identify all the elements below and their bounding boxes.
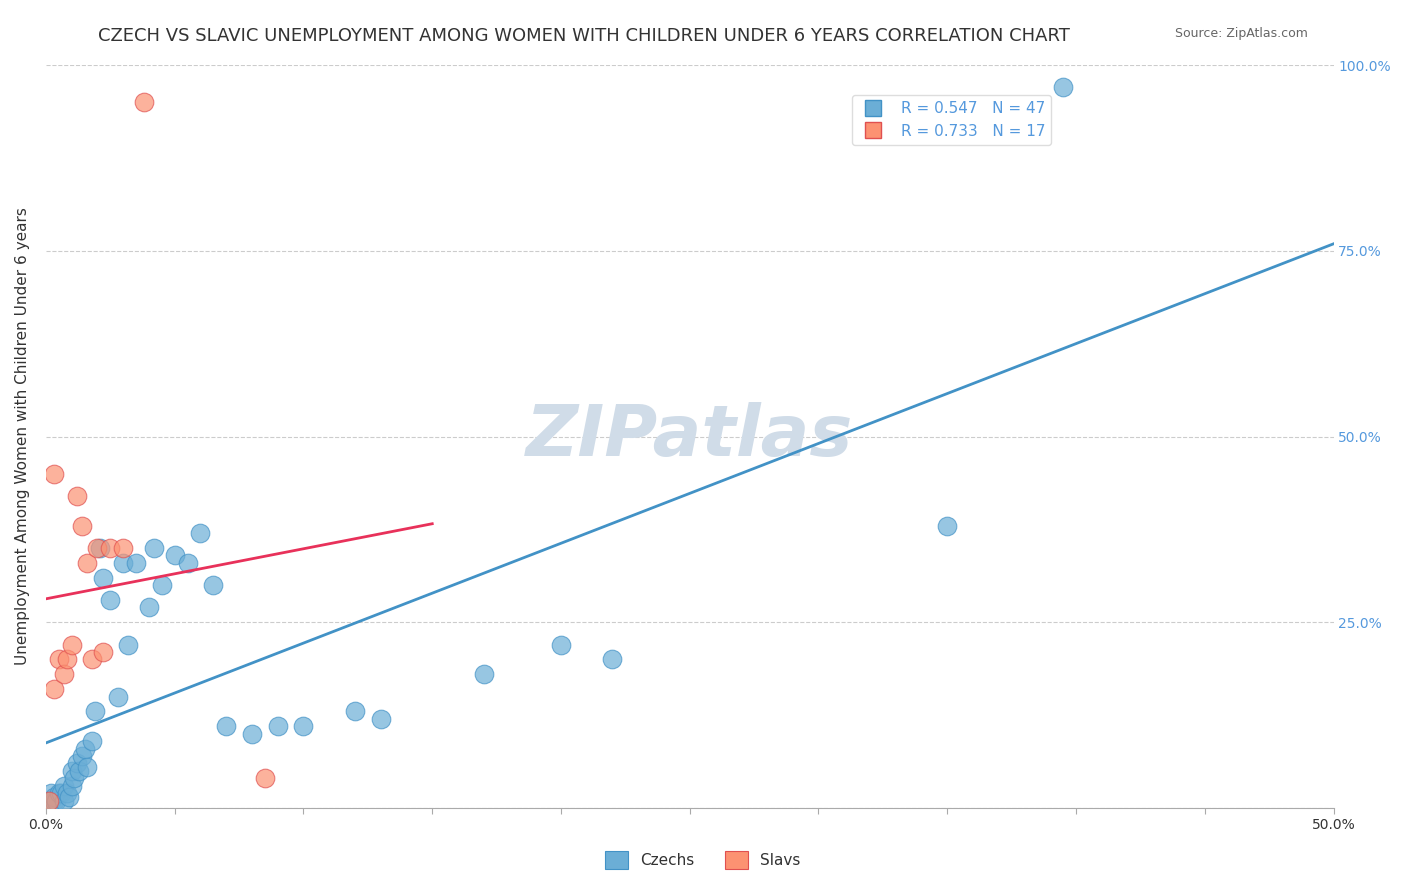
R = 0.733   N = 17 (98, 541, 121, 555)
R = 0.547   N = 47 (107, 690, 129, 704)
R = 0.547   N = 47 (73, 741, 96, 756)
R = 0.547   N = 47 (550, 638, 572, 652)
R = 0.547   N = 47 (163, 549, 186, 563)
R = 0.547   N = 47 (98, 593, 121, 607)
R = 0.547   N = 47 (117, 638, 139, 652)
R = 0.733   N = 17 (60, 638, 83, 652)
R = 0.547   N = 47 (70, 749, 93, 764)
R = 0.547   N = 47 (190, 526, 212, 541)
R = 0.547   N = 47 (240, 727, 263, 741)
R = 0.547   N = 47 (602, 652, 624, 666)
Y-axis label: Unemployment Among Women with Children Under 6 years: Unemployment Among Women with Children U… (15, 208, 30, 665)
Legend: Czechs, Slavs: Czechs, Slavs (599, 845, 807, 875)
R = 0.547   N = 47 (76, 760, 98, 774)
R = 0.547   N = 47 (143, 541, 166, 555)
R = 0.547   N = 47 (292, 719, 315, 733)
R = 0.547   N = 47 (215, 719, 238, 733)
R = 0.547   N = 47 (138, 600, 160, 615)
R = 0.547   N = 47 (60, 764, 83, 778)
R = 0.733   N = 17 (55, 652, 77, 666)
Text: Source: ZipAtlas.com: Source: ZipAtlas.com (1174, 27, 1308, 40)
R = 0.733   N = 17 (91, 645, 114, 659)
R = 0.547   N = 47 (343, 705, 366, 719)
R = 0.733   N = 17 (70, 518, 93, 533)
R = 0.547   N = 47 (48, 786, 70, 800)
R = 0.547   N = 47 (202, 578, 225, 592)
R = 0.547   N = 47 (370, 712, 392, 726)
R = 0.733   N = 17 (48, 652, 70, 666)
R = 0.547   N = 47 (38, 793, 60, 807)
Text: CZECH VS SLAVIC UNEMPLOYMENT AMONG WOMEN WITH CHILDREN UNDER 6 YEARS CORRELATION: CZECH VS SLAVIC UNEMPLOYMENT AMONG WOMEN… (98, 27, 1070, 45)
R = 0.733   N = 17 (38, 793, 60, 807)
R = 0.547   N = 47 (39, 793, 62, 807)
R = 0.733   N = 17 (66, 489, 89, 503)
R = 0.733   N = 17 (53, 667, 76, 681)
R = 0.733   N = 17 (253, 771, 276, 785)
R = 0.733   N = 17 (82, 652, 104, 666)
R = 0.733   N = 17 (42, 467, 65, 481)
R = 0.547   N = 47 (176, 556, 198, 570)
R = 0.547   N = 47 (42, 793, 65, 807)
R = 0.547   N = 47 (1052, 80, 1074, 95)
R = 0.733   N = 17 (76, 556, 98, 570)
R = 0.733   N = 17 (132, 95, 155, 110)
R = 0.733   N = 17 (112, 541, 135, 555)
R = 0.547   N = 47 (89, 541, 111, 555)
R = 0.547   N = 47 (58, 789, 80, 804)
R = 0.547   N = 47 (63, 771, 86, 785)
R = 0.547   N = 47 (267, 719, 290, 733)
R = 0.547   N = 47 (55, 786, 77, 800)
R = 0.547   N = 47 (39, 786, 62, 800)
Text: ZIPatlas: ZIPatlas (526, 402, 853, 471)
R = 0.547   N = 47 (150, 578, 173, 592)
R = 0.547   N = 47 (936, 518, 959, 533)
R = 0.733   N = 17 (86, 541, 108, 555)
R = 0.547   N = 47 (82, 734, 104, 748)
R = 0.547   N = 47 (53, 779, 76, 793)
R = 0.547   N = 47 (125, 556, 148, 570)
R = 0.733   N = 17 (42, 682, 65, 697)
R = 0.547   N = 47 (91, 571, 114, 585)
R = 0.547   N = 47 (112, 556, 135, 570)
R = 0.547   N = 47 (60, 779, 83, 793)
Legend: R = 0.547   N = 47, R = 0.733   N = 17: R = 0.547 N = 47, R = 0.733 N = 17 (852, 95, 1052, 145)
R = 0.547   N = 47 (45, 793, 67, 807)
R = 0.547   N = 47 (66, 756, 89, 771)
R = 0.547   N = 47 (51, 786, 73, 800)
R = 0.547   N = 47 (53, 793, 76, 807)
R = 0.547   N = 47 (83, 705, 105, 719)
R = 0.547   N = 47 (69, 764, 91, 778)
R = 0.547   N = 47 (42, 789, 65, 804)
R = 0.547   N = 47 (472, 667, 495, 681)
